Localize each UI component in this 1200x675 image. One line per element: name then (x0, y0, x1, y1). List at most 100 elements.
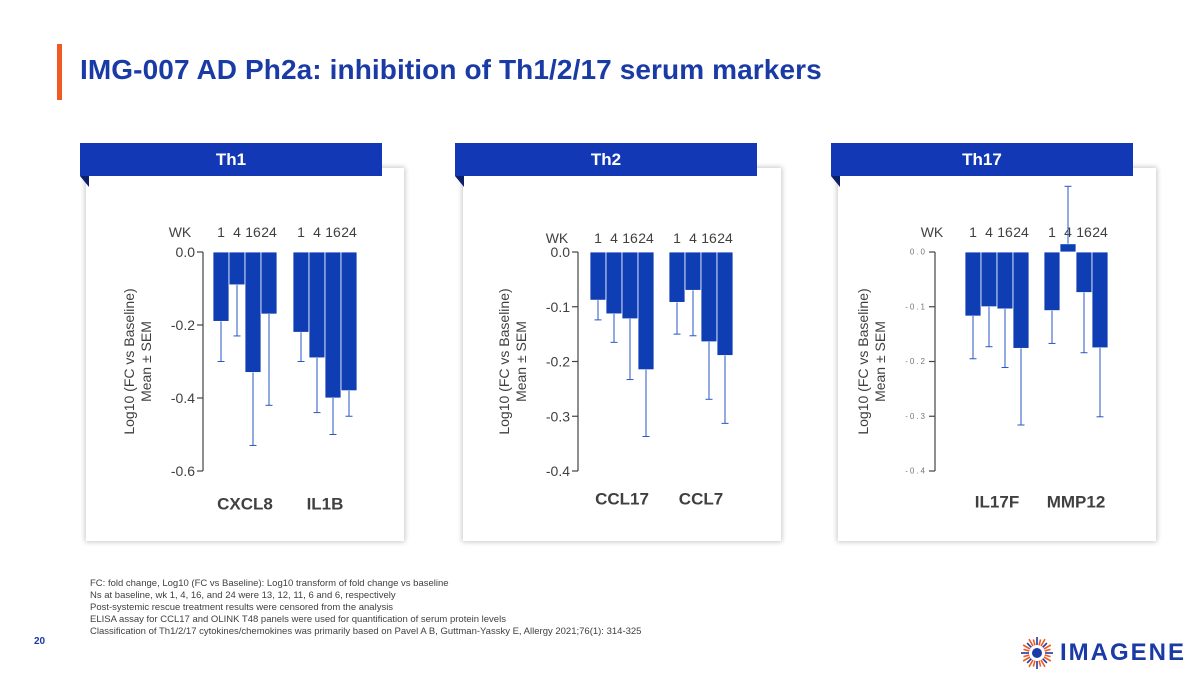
panel-title-th2: Th2 (590, 149, 622, 169)
week-label: 4 (610, 230, 618, 246)
y-tick-label: -0.3 (546, 408, 570, 424)
footnotes: FC: fold change, Log10 (FC vs Baseline):… (90, 578, 641, 638)
logo-ray (1042, 658, 1048, 664)
y-tick-label: -0.2 (905, 357, 927, 366)
category-label: MMP12 (1047, 493, 1106, 512)
logo-ray (1043, 656, 1052, 662)
y-tick-label: -0.2 (546, 354, 570, 370)
chart-th2: Log10 (FC vs Baseline) Mean ± SEM 0.0 -0.1 -… (496, 230, 734, 509)
bar (1091, 251, 1109, 349)
y-tick-label: -0.1 (905, 302, 927, 311)
week-label: 24 (638, 230, 654, 246)
footnote: FC: fold change, Log10 (FC vs Baseline):… (90, 578, 449, 589)
bar (308, 251, 326, 359)
y-axis-label: Log10 (FC vs Baseline) (496, 288, 512, 434)
logo-ray (1044, 648, 1051, 652)
week-label: 4 (689, 230, 697, 246)
y-axis-label: Log10 (FC vs Baseline) (855, 288, 871, 434)
bar (1059, 243, 1077, 253)
week-header-label: WK (546, 230, 569, 246)
y-tick-label: 0.0 (910, 248, 927, 257)
bar (589, 251, 607, 301)
y-tick-label: 0.0 (551, 244, 571, 260)
bar (340, 251, 358, 392)
bar (212, 251, 230, 322)
y-axis-label: Mean ± SEM (872, 321, 888, 402)
page-number: 20 (34, 636, 46, 647)
bar (996, 251, 1014, 310)
week-label: 16 (325, 224, 341, 240)
logo-burst-icon (1021, 637, 1053, 669)
week-label: 16 (622, 230, 638, 246)
bar (1043, 251, 1061, 311)
banner-fold-th1 (80, 176, 89, 187)
chart-th1: Log10 (FC vs Baseline) Mean ± SEM 0.0 -0.2 -… (121, 224, 358, 514)
bar (1075, 251, 1093, 293)
logo-ray (1028, 659, 1034, 668)
week-label: 1 (594, 230, 602, 246)
chart-th17: Log10 (FC vs Baseline) Mean ± SEM 0.0 -0.1 -… (855, 185, 1109, 512)
week-label: 24 (717, 230, 733, 246)
week-label: 24 (1013, 224, 1029, 240)
logo-ray (1023, 654, 1030, 658)
bar (668, 251, 686, 303)
week-label: 1 (673, 230, 681, 246)
y-tick-label: 0.0 (176, 244, 196, 260)
panel-banner-th2: Th2 (455, 143, 757, 176)
y-tick-label: -0.3 (905, 412, 927, 421)
week-label: 24 (1092, 224, 1108, 240)
banner-fold-th17 (831, 176, 840, 187)
category-label: IL1B (307, 495, 344, 514)
week-label: 4 (985, 224, 993, 240)
bar (980, 251, 998, 308)
logo-ray (1028, 638, 1034, 647)
slide-title: IMG-007 AD Ph2a: inhibition of Th1/2/17 … (80, 54, 822, 85)
logo-ray (1026, 658, 1032, 664)
logo-ray (1032, 660, 1036, 667)
week-label: 4 (233, 224, 241, 240)
bar (292, 251, 310, 333)
bar (621, 251, 639, 320)
week-label: 16 (245, 224, 261, 240)
week-label: 16 (1076, 224, 1092, 240)
week-label: 24 (261, 224, 277, 240)
y-axis-label: Mean ± SEM (513, 321, 529, 402)
logo-ray (1038, 639, 1042, 646)
panel-banner-th17: Th17 (831, 143, 1133, 176)
week-label: 16 (997, 224, 1013, 240)
week-header-label: WK (921, 224, 944, 240)
y-tick-label: -0.4 (905, 467, 927, 476)
y-tick-label: -0.6 (171, 463, 195, 479)
logo-ray (1040, 659, 1046, 668)
logo-ray (1042, 642, 1048, 648)
category-label: CCL7 (679, 490, 723, 509)
logo-text: IMAGENE (1060, 639, 1187, 666)
panel-banner-th1: Th1 (80, 143, 382, 176)
panel-title-th1: Th1 (215, 149, 247, 169)
bar (700, 251, 718, 343)
category-label: IL17F (975, 493, 1019, 512)
company-logo: IMAGENE (1020, 636, 1186, 670)
logo-ray (1040, 638, 1046, 647)
bar (228, 251, 246, 286)
bar (637, 251, 655, 371)
y-tick-label: -0.4 (171, 390, 195, 406)
week-label: 1 (217, 224, 225, 240)
week-label: 16 (701, 230, 717, 246)
bar (260, 251, 278, 315)
week-label: 1 (297, 224, 305, 240)
y-axis-label: Log10 (FC vs Baseline) (121, 288, 137, 434)
panel-title-th17: Th17 (962, 149, 1002, 169)
logo-ray (1022, 656, 1031, 662)
bar (1012, 251, 1030, 349)
week-label: 24 (341, 224, 357, 240)
logo-ray (1032, 639, 1036, 646)
week-label: 1 (1048, 224, 1056, 240)
title-accent-bar (57, 44, 62, 100)
category-label: CCL17 (595, 490, 649, 509)
logo-ray (1044, 654, 1051, 658)
week-label: 4 (313, 224, 321, 240)
bar (605, 251, 623, 315)
banner-fold-th2 (455, 176, 464, 187)
week-label: 1 (969, 224, 977, 240)
